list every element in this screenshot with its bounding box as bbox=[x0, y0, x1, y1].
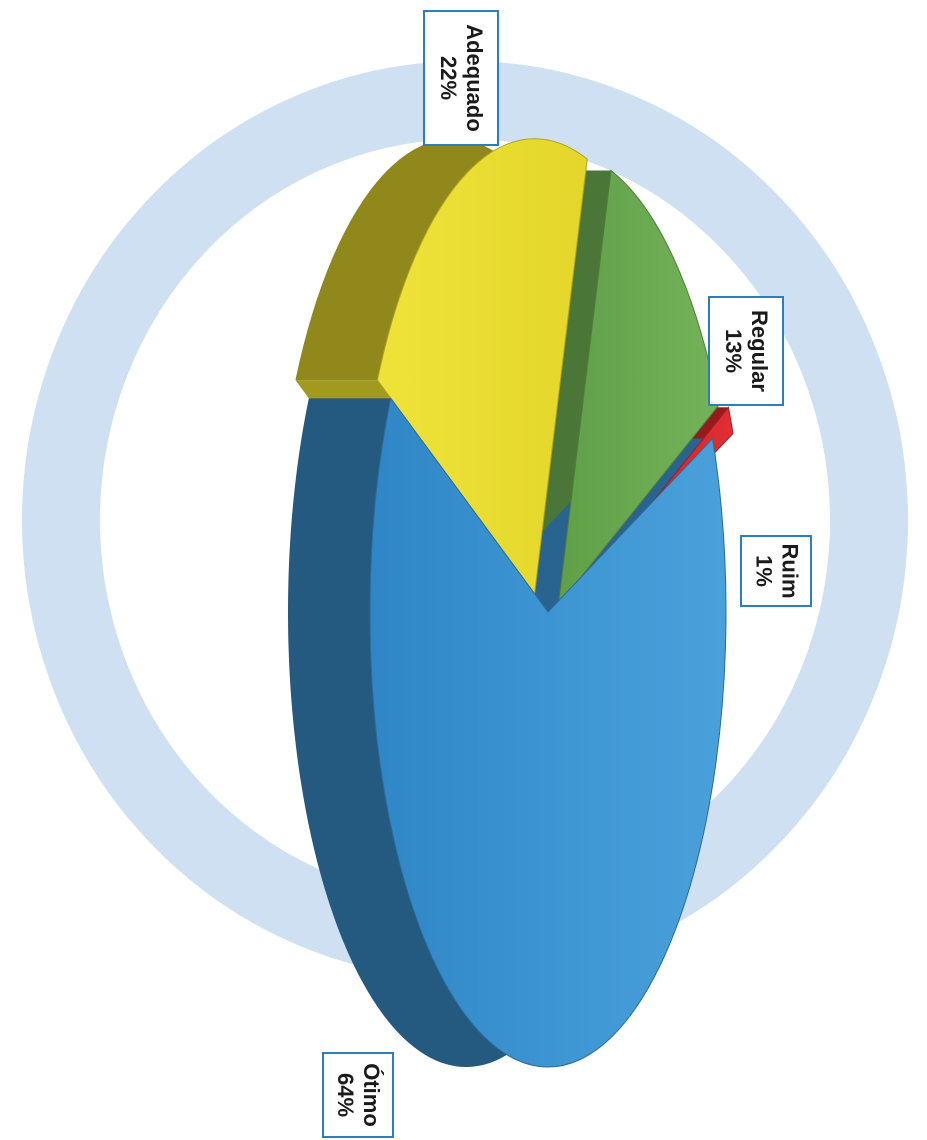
slice-label-adequado: Adequado 22% bbox=[423, 10, 499, 146]
slice-value-adequado: 22% bbox=[436, 55, 461, 101]
slice-value-regular: 13% bbox=[721, 328, 747, 374]
slice-value-ruim: 1% bbox=[751, 555, 776, 587]
slice-name-otimo: Ótimo bbox=[359, 1063, 384, 1127]
slice-adequado bbox=[376, 138, 588, 596]
slice-label-ruim: Ruim 1% bbox=[740, 535, 812, 607]
slice-name-regular: Regular bbox=[747, 310, 773, 392]
slice-otimo bbox=[369, 397, 727, 1068]
slice-label-regular: Regular 13% bbox=[708, 296, 784, 406]
slice-side-adequado bbox=[295, 138, 588, 381]
slice-name-adequado: Adequado bbox=[462, 24, 487, 132]
pie-top-faces bbox=[369, 138, 734, 1068]
slice-value-otimo: 64% bbox=[333, 1072, 358, 1118]
slice-name-ruim: Ruim bbox=[777, 543, 802, 599]
slice-label-otimo: Ótimo 64% bbox=[322, 1052, 394, 1138]
